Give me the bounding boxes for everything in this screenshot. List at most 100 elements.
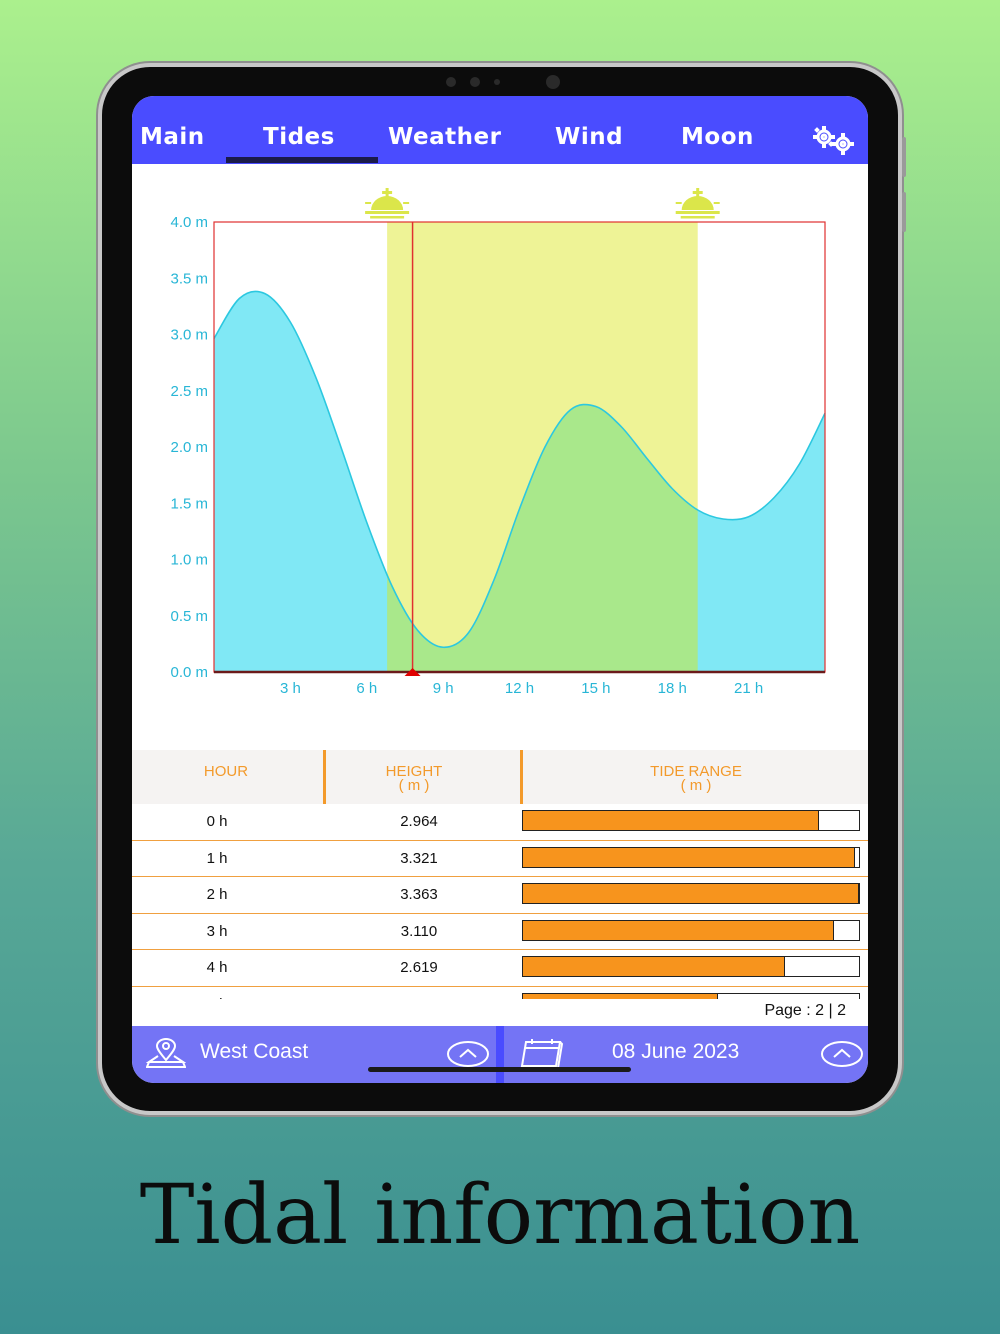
tide-table-body[interactable]: 0 h 2.964 1 h 3.321 2 h 3.363 3 h 3.110 4 h 2.619… [132, 804, 868, 999]
tide-range-bar [522, 919, 860, 941]
hour-header: HOUR [203, 763, 249, 780]
row-hour: 0 h [206, 813, 228, 830]
y-tick-label: 3.0 m [170, 327, 208, 344]
camera-dot [470, 77, 480, 87]
sunrise-icon-part [365, 211, 410, 214]
row-hour: 2 h [206, 886, 228, 903]
home-indicator [368, 1067, 631, 1072]
y-tick-label: 4.0 m [170, 214, 208, 231]
y-tick-label: 1.0 m [170, 552, 208, 569]
tide-range-bar [522, 846, 860, 868]
calendar-icon[interactable] [518, 1038, 564, 1070]
x-tick-label: 12 h [505, 680, 534, 697]
row-hour: 3 h [206, 922, 228, 940]
bottom-divider [496, 1026, 504, 1083]
range-unit: ( m ) [680, 777, 712, 794]
tide-range-fill [523, 957, 785, 976]
row-height: 2.619 [400, 959, 438, 976]
sunset-icon-part [675, 202, 682, 204]
y-tick-label: 0.0 m [170, 664, 208, 681]
tide-range-fill [523, 884, 859, 903]
tab-tides[interactable]: Tides [263, 124, 335, 150]
y-tick-label: 0.5 m [170, 608, 208, 625]
row-height: 3.363 [400, 886, 438, 903]
table-row: 5 h 1.990 [132, 987, 868, 1000]
sunrise-icon [365, 188, 410, 219]
side-button [902, 137, 906, 177]
camera-dot [446, 77, 456, 87]
header-divider [520, 750, 523, 804]
tab-moon[interactable]: Moon [681, 124, 754, 150]
tab-wind[interactable]: Wind [555, 124, 624, 150]
row-hour: 5 h [172, 996, 262, 1000]
tide-area-daylight [387, 404, 698, 672]
sunrise-icon-part [370, 216, 405, 219]
table-row: 3 h 3.110 [132, 914, 868, 950]
side-button [902, 192, 906, 232]
tide-chart: 0.0 m 0.5 m 1.0 m 1.5 m 2.0 m 2.5 m 3.0 m 3.5 m… [132, 164, 868, 750]
range-header: TIDE RANGE [650, 763, 742, 780]
tide-range-bar [522, 956, 860, 977]
caption: Tidal information [139, 1168, 861, 1263]
y-tick-label: 2.0 m [170, 439, 208, 456]
tide-range-fill [523, 920, 834, 940]
x-tick-label: 21 h [734, 680, 763, 697]
row-height: 1.990 [364, 996, 474, 1000]
page-indicator: Page : 2 | 2 [764, 1002, 846, 1019]
y-tick-label: 1.5 m [170, 495, 208, 512]
y-tick-label: 3.5 m [170, 270, 208, 287]
header-divider [323, 750, 326, 804]
sunset-icon-part [692, 191, 703, 194]
active-tab-indicator [226, 157, 378, 163]
height-header: HEIGHT [385, 763, 443, 780]
location-expand-chevron-up-icon[interactable] [446, 1040, 490, 1068]
sunset-icon-part [675, 211, 720, 214]
table-row: 1 h 3.321 [132, 841, 868, 877]
row-height: 3.321 [400, 849, 438, 867]
sunrise-icon-part [382, 191, 393, 194]
tide-range-bar [522, 883, 860, 904]
tide-chart-svg: 0.0 m 0.5 m 1.0 m 1.5 m 2.0 m 2.5 m 3.0 m 3.5 m… [170, 188, 826, 697]
location-name[interactable]: West Coast [200, 1040, 309, 1063]
sunset-icon [675, 188, 720, 219]
current-time-marker [404, 668, 421, 676]
x-tick-label: 6 h [356, 680, 377, 697]
tide-range-fill [523, 811, 820, 830]
sunset-icon-part [680, 216, 715, 219]
y-tick-label: 2.5 m [170, 383, 208, 400]
x-tick-label: 15 h [581, 680, 610, 697]
table-row: 4 h 2.619 [132, 950, 868, 987]
table-row: 0 h 2.964 [132, 804, 868, 841]
tide-range-bar [522, 992, 860, 999]
tab-weather[interactable]: Weather [388, 124, 502, 150]
row-hour: 1 h [206, 849, 228, 867]
camera-lens [546, 75, 560, 89]
bottom-bar: West Coast 08 June 2023 [132, 1026, 868, 1083]
tab-main[interactable]: Main [140, 124, 205, 150]
tide-table-header: HOUR HEIGHT ( m ) TIDE RANGE ( m ) [132, 750, 868, 804]
gears-icon[interactable] [812, 126, 858, 156]
sunrise-icon-part [403, 202, 410, 204]
selected-date[interactable]: 08 June 2023 [612, 1040, 740, 1063]
tide-range-bar [522, 810, 860, 831]
sensor-dot [494, 79, 500, 85]
top-navigation: Main Tides Weather Wind Moon [132, 96, 868, 164]
table-row: 2 h 3.363 [132, 877, 868, 914]
row-height: 3.110 [400, 922, 438, 940]
location-pin-icon [146, 1038, 186, 1068]
x-tick-label: 9 h [433, 680, 454, 697]
date-expand-chevron-up-icon[interactable] [820, 1040, 864, 1068]
tide-range-fill [523, 993, 719, 999]
height-unit: ( m ) [398, 777, 430, 794]
sunset-icon-part [713, 202, 720, 204]
tide-line [213, 290, 826, 649]
sunrise-icon-part [365, 202, 372, 204]
x-tick-label: 3 h [280, 680, 301, 697]
sunset-icon-part [681, 196, 714, 210]
row-hour: 4 h [206, 959, 228, 976]
row-height: 2.964 [400, 813, 438, 830]
x-tick-label: 18 h [658, 680, 687, 697]
sunrise-icon-part [371, 196, 404, 210]
tide-range-fill [523, 847, 855, 867]
